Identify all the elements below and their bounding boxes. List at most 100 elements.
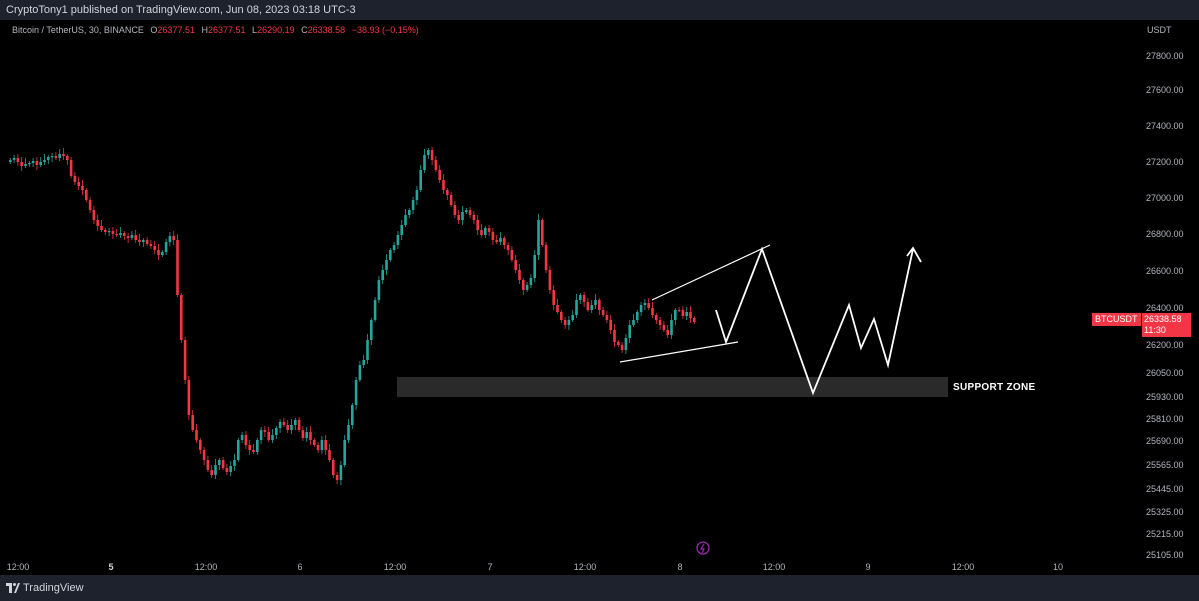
candle-body: [263, 430, 267, 432]
current-price-box: 26338.58 11:30: [1142, 313, 1191, 337]
close-label: C: [301, 25, 308, 35]
candle-body: [396, 235, 400, 245]
candle-body: [689, 312, 692, 318]
candle-body: [347, 425, 350, 440]
price-tick-label: 25445.00: [1146, 484, 1184, 494]
candle-body: [111, 231, 115, 234]
candle-body: [328, 450, 331, 460]
triangle-upper-line: [651, 244, 771, 301]
candle-body: [449, 195, 453, 205]
price-tick-label: 26800.00: [1146, 229, 1184, 239]
candle-body: [275, 428, 278, 435]
candle-body: [510, 250, 514, 260]
candle-body: [465, 210, 468, 212]
candle-body: [419, 170, 422, 190]
support-zone-rect: [397, 377, 948, 397]
candle-body: [187, 380, 191, 415]
time-tick-label: 5: [108, 562, 113, 572]
close-value: 26338.58: [307, 25, 346, 35]
candle-body: [518, 270, 521, 280]
candle-body: [453, 205, 457, 215]
tradingview-logo-icon[interactable]: [6, 582, 20, 594]
candle-body: [282, 422, 286, 425]
candle-body: [522, 280, 525, 290]
candle-body: [237, 440, 240, 460]
candle-body: [259, 430, 263, 440]
candle-body: [115, 234, 118, 236]
candle-body: [301, 430, 305, 438]
candle-body: [643, 303, 647, 305]
candle-body: [415, 190, 419, 200]
time-tick-label: 9: [865, 562, 870, 572]
candle-body: [335, 475, 339, 480]
tradingview-brand[interactable]: TradingView: [23, 582, 84, 594]
candle-body: [218, 460, 221, 465]
candle-body: [157, 250, 160, 255]
candle-body: [214, 465, 217, 475]
candle-body: [343, 440, 346, 465]
symbol-price-tag: BTCUSDT: [1092, 313, 1141, 326]
candle-body: [9, 160, 12, 162]
candle-body: [96, 220, 99, 226]
candle-body: [628, 325, 631, 338]
arrow-head-icon: [906, 246, 922, 263]
candle-body: [126, 236, 130, 238]
candle-body: [681, 310, 685, 316]
time-tick-label: 12:00: [763, 562, 786, 572]
chart-area[interactable]: 27800.00 27600.00 27400.00 27200.00 27000.00…: [0, 20, 1199, 575]
candle-body: [58, 154, 61, 158]
candle-body: [191, 415, 194, 430]
candle-body: [28, 163, 31, 165]
candle-body: [430, 150, 434, 160]
candle-body: [206, 460, 210, 470]
candle-body: [271, 435, 274, 440]
chart-canvas[interactable]: 27800.00 27600.00 27400.00 27200.00 27000.00…: [0, 20, 1199, 575]
candle-body: [43, 160, 46, 162]
time-tick-label: 12:00: [574, 562, 597, 572]
price-tick-label: 25690.00: [1146, 436, 1184, 446]
candle-body: [586, 302, 590, 310]
low-label: L: [252, 25, 258, 35]
low-value: 26290.19: [257, 25, 295, 35]
candles: [9, 147, 696, 485]
candle-body: [229, 466, 232, 472]
candle-body: [651, 308, 654, 315]
candle-body: [31, 161, 35, 163]
candle-body: [20, 162, 23, 166]
candle-body: [632, 320, 635, 325]
support-zone-label: SUPPORT ZONE: [953, 382, 1036, 393]
candle-body: [320, 440, 324, 450]
price-tick-label: 25930.00: [1146, 392, 1184, 402]
time-axis[interactable]: 12:00 5 12:00 6 12:00 7 12:00 8 12:00 9 12:00 10: [7, 562, 1063, 572]
candle-body: [77, 182, 80, 186]
candle-body: [39, 162, 42, 165]
candle-body: [199, 440, 202, 450]
candle-body: [674, 310, 677, 320]
published-bar: CryptoTony1 published on TradingView.com…: [0, 0, 1199, 20]
candle-body: [210, 470, 213, 475]
price-axis[interactable]: 27800.00 27600.00 27400.00 27200.00 27000.00…: [1146, 51, 1184, 560]
candle-body: [248, 445, 251, 450]
candle-body: [571, 315, 574, 320]
candle-body: [556, 305, 559, 312]
price-tick-label: 26050.00: [1146, 368, 1184, 378]
time-tick-label: 12:00: [7, 562, 30, 572]
high-value: 26377.51: [207, 25, 246, 35]
candle-body: [351, 405, 354, 425]
lightning-icon[interactable]: [696, 541, 710, 555]
candle-body: [598, 300, 601, 310]
price-tick-label: 25105.00: [1146, 550, 1184, 560]
candle-body: [313, 440, 316, 445]
currency-label: USDT: [1147, 25, 1172, 35]
time-tick-label: 7: [487, 562, 492, 572]
candle-body: [278, 422, 282, 428]
candle-body: [457, 215, 460, 220]
candle-body: [563, 320, 567, 325]
candle-body: [164, 242, 168, 252]
candle-body: [294, 420, 297, 425]
candle-body: [446, 190, 449, 195]
published-text: CryptoTony1 published on TradingView.com…: [6, 4, 356, 16]
candle-body: [582, 295, 586, 302]
candle-body: [400, 225, 403, 235]
candle-body: [358, 365, 362, 380]
